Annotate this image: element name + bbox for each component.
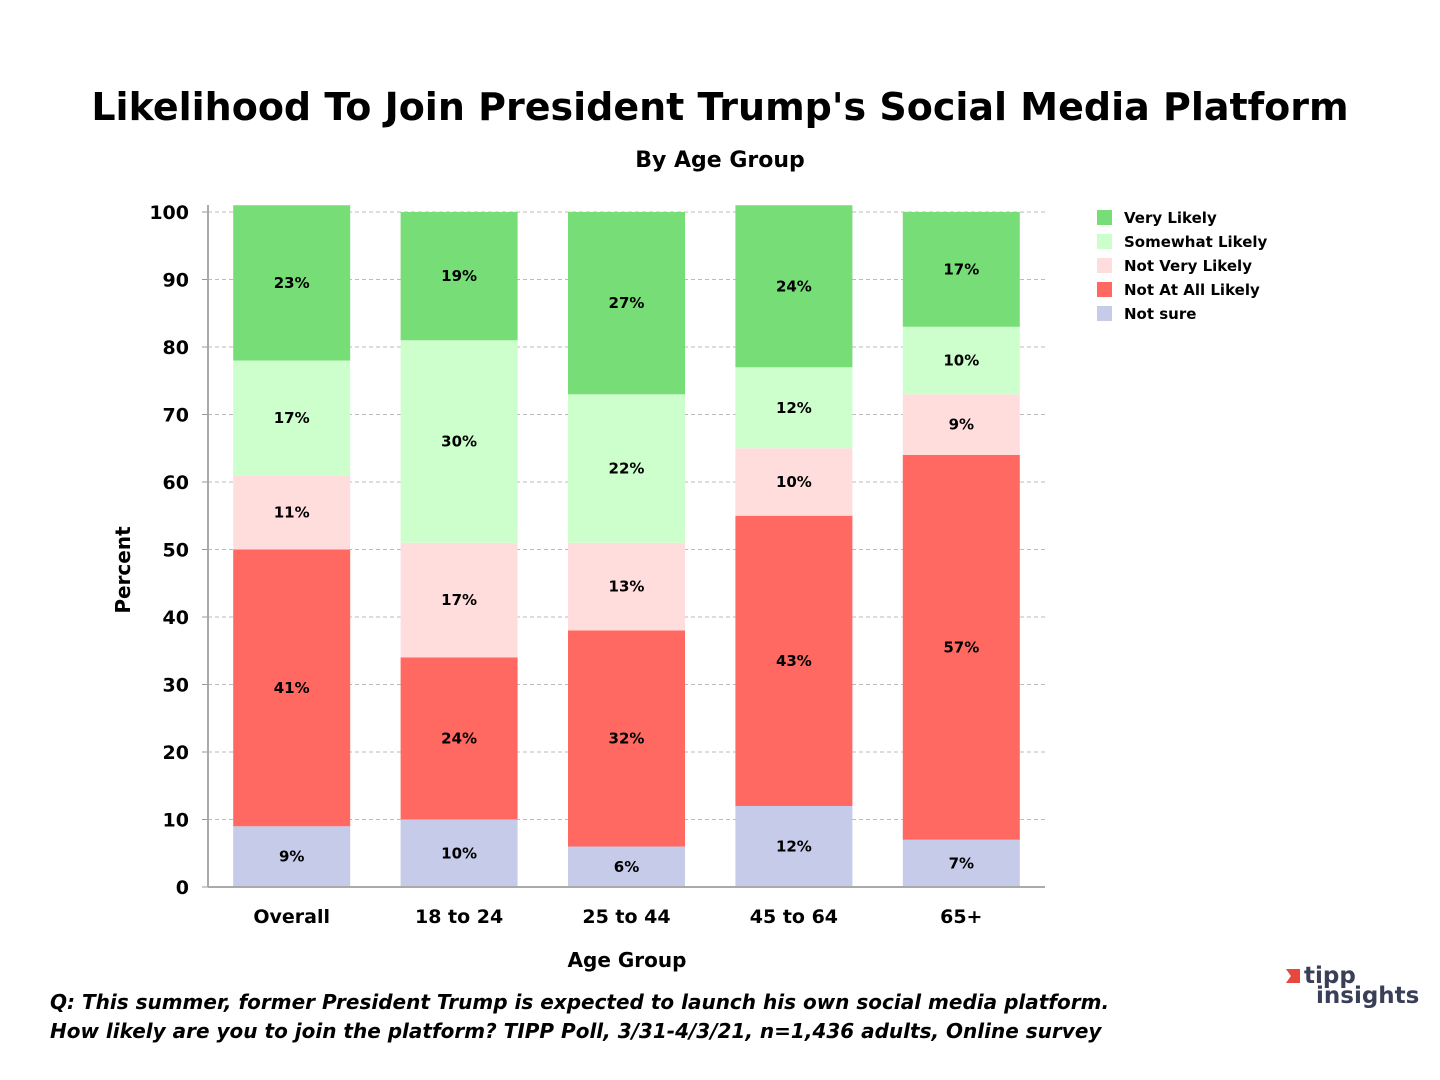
data-label: 24% (776, 277, 812, 295)
bar-segment (735, 448, 853, 516)
data-label: 57% (943, 638, 979, 656)
legend-label: Not Very Likely (1124, 257, 1252, 275)
data-label: 27% (609, 294, 645, 312)
x-tick-label: 65+ (940, 906, 982, 928)
bar-segment (568, 542, 685, 631)
data-label: 11% (274, 503, 310, 521)
legend: Very Likely Somewhat Likely Not Very Likel… (1097, 209, 1268, 323)
y-tick-label: 50 (163, 540, 189, 562)
x-tick-label: Overall (253, 906, 330, 928)
bar-segment (400, 542, 518, 658)
y-tick-label: 80 (163, 337, 189, 359)
y-tick-label: 60 (163, 472, 189, 494)
bar-segment (400, 657, 518, 820)
y-tick-label: 0 (176, 877, 189, 899)
footnote-line-1: Q: This summer, former President Trump i… (50, 990, 1110, 1014)
bar-segment (568, 394, 685, 543)
data-label: 9% (279, 848, 304, 866)
data-label: 32% (609, 730, 645, 748)
bar-segment (735, 806, 853, 887)
x-axis-label: Age Group (568, 948, 687, 972)
bar-segment (233, 205, 351, 361)
footnote-line-2: How likely are you to join the platform?… (50, 1019, 1102, 1043)
bar-segment (400, 340, 518, 543)
legend-label: Not At All Likely (1124, 281, 1260, 299)
y-tick-label: 40 (163, 607, 189, 629)
data-label: 7% (949, 854, 974, 872)
chart-title: Likelihood To Join President Trump's Soc… (91, 85, 1348, 129)
x-tick-label: 18 to 24 (415, 906, 503, 928)
bar-segment (400, 819, 518, 887)
legend-label: Not sure (1124, 305, 1196, 323)
data-label: 12% (776, 399, 812, 417)
data-label: 12% (776, 838, 812, 856)
bars: 9% 41% 11% 17% 23% 10% 24% 17% 30% 19% 6% 32% 13% 22%… (233, 205, 1020, 887)
legend-label: Very Likely (1124, 209, 1217, 227)
y-axis-label: Percent (111, 526, 135, 614)
legend-swatch (1097, 234, 1112, 249)
data-label: 43% (776, 652, 812, 670)
logo-mark-icon (1286, 969, 1300, 983)
bar-segment (735, 367, 853, 449)
bar-segment (735, 205, 853, 368)
chart-subtitle: By Age Group (635, 148, 805, 173)
data-label: 23% (274, 274, 310, 292)
data-label: 10% (776, 473, 812, 491)
data-label: 22% (609, 460, 645, 478)
bar-segment (902, 455, 1020, 840)
x-tick-label: 45 to 64 (750, 906, 838, 928)
bar-segment (233, 826, 351, 887)
data-label: 24% (441, 730, 477, 748)
logo-text-insights: insights (1316, 983, 1420, 1009)
legend-swatch (1097, 282, 1112, 297)
data-label: 17% (274, 409, 310, 427)
legend-swatch (1097, 306, 1112, 321)
data-label: 41% (274, 679, 310, 697)
bar-segment (233, 475, 351, 550)
y-tick-label: 70 (163, 405, 189, 427)
bar-segment (233, 549, 351, 827)
data-label: 9% (949, 416, 974, 434)
x-tick-label: 25 to 44 (582, 906, 670, 928)
logo-text-tipp: tipp (1304, 963, 1356, 989)
bar-segment (902, 839, 1020, 887)
bar-segment (233, 360, 351, 476)
footnote: Q: This summer, former President Trump i… (50, 988, 1109, 1046)
data-label: 19% (441, 267, 477, 285)
bar-segment (568, 846, 685, 887)
data-label: 6% (614, 858, 639, 876)
y-tick-label: 90 (163, 270, 189, 292)
bar-segment (568, 630, 685, 847)
y-tick-label: 10 (163, 810, 189, 832)
legend-swatch (1097, 258, 1112, 273)
data-label: 30% (441, 433, 477, 451)
legend-swatch (1097, 210, 1112, 225)
legend-label: Somewhat Likely (1124, 233, 1268, 251)
bar-segment (568, 212, 685, 395)
bar-segment (902, 326, 1020, 395)
bar-segment (735, 515, 853, 806)
bar-segment (902, 212, 1020, 327)
bar-segment (400, 212, 518, 341)
axes: 0 10 20 30 40 50 60 70 80 90 100 Overall 18 to 24 25 … (149, 202, 1045, 928)
y-tick-label: 20 (163, 742, 189, 764)
data-label: 17% (943, 260, 979, 278)
y-tick-label: 100 (149, 202, 189, 224)
data-label: 13% (609, 578, 645, 596)
bar-segment (902, 394, 1020, 455)
y-tick-label: 30 (163, 675, 189, 697)
data-label: 17% (441, 591, 477, 609)
tipp-insights-logo: tipp insights (1282, 963, 1420, 1009)
data-label: 10% (441, 844, 477, 862)
data-label: 10% (943, 352, 979, 370)
